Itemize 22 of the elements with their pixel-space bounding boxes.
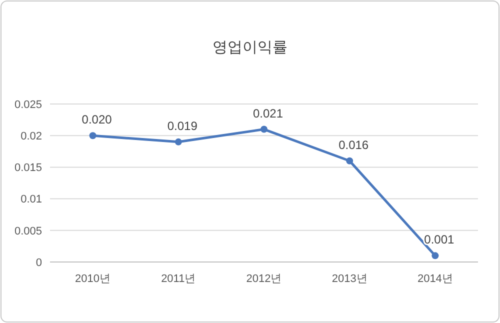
x-tick-label: 2013년 [332, 273, 368, 285]
y-tick-label: 0.02 [20, 130, 42, 142]
data-label: 0.020 [82, 112, 112, 127]
x-tick-label: 2012년 [246, 273, 282, 285]
y-tick-label: 0 [36, 256, 42, 269]
point [89, 132, 96, 140]
chart-title: 영업이익률 [212, 39, 288, 56]
data-label: 0.001 [424, 232, 455, 247]
data-label: 0.016 [338, 138, 369, 152]
data-label: 0.021 [252, 106, 284, 120]
y-tick-label: 0.01 [20, 194, 42, 206]
y-tick-label: 0.015 [14, 162, 42, 174]
point [260, 126, 268, 133]
x-tick-label: 2010년 [75, 273, 111, 285]
data-label: 0.019 [167, 118, 198, 133]
point [432, 252, 439, 260]
point [174, 138, 182, 146]
x-tick-label: 2011년 [161, 273, 196, 285]
x-tick-label: 2014년 [417, 273, 453, 285]
y-tick-label: 0.025 [14, 98, 42, 111]
y-tick-label: 0.005 [14, 225, 42, 238]
point [346, 157, 354, 164]
